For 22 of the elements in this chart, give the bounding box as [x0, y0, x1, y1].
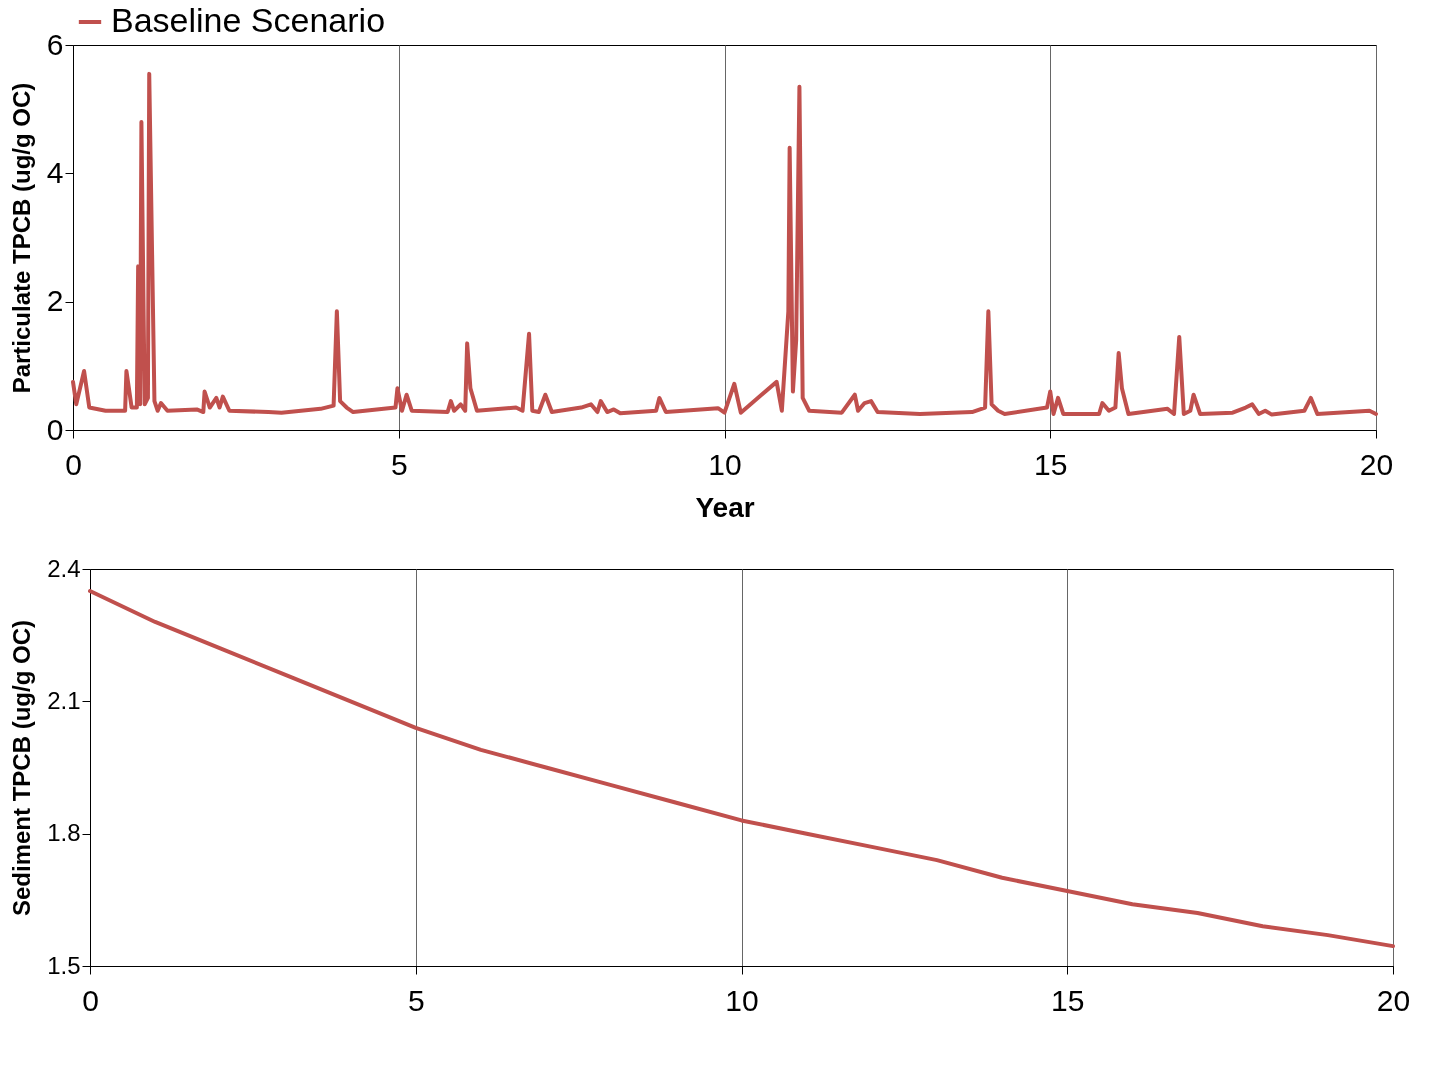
y-tick-label: 2.1 — [47, 686, 81, 714]
x-tick-label: 20 — [1376, 983, 1411, 1017]
y-axis-title: Sediment TPCB (ug/g OC) — [8, 620, 36, 916]
x-tick-label: 10 — [725, 983, 759, 1017]
x-tick-label: 5 — [407, 983, 425, 1017]
y-tick-label: 6 — [46, 27, 64, 61]
legend-label: Baseline Scenario — [111, 1, 386, 39]
x-tick-label: 5 — [390, 447, 408, 481]
y-tick-label: 2.4 — [47, 554, 81, 582]
y-tick-label: 0 — [46, 412, 64, 446]
y-tick-label: 2 — [46, 284, 64, 318]
y-tick-label: 4 — [46, 155, 64, 189]
x-axis-title: Year — [695, 491, 755, 523]
x-tick-label: 15 — [1051, 983, 1085, 1017]
y-tick-label: 1.5 — [47, 951, 81, 979]
x-tick-label: 10 — [708, 447, 742, 481]
x-tick-label: 15 — [1034, 447, 1068, 481]
x-tick-label: 20 — [1359, 447, 1394, 481]
y-tick-label: 1.8 — [47, 819, 81, 847]
line-series — [88, 589, 1395, 949]
line-series — [71, 71, 1378, 417]
y-axis-title: Particulate TPCB (ug/g OC) — [7, 82, 35, 394]
